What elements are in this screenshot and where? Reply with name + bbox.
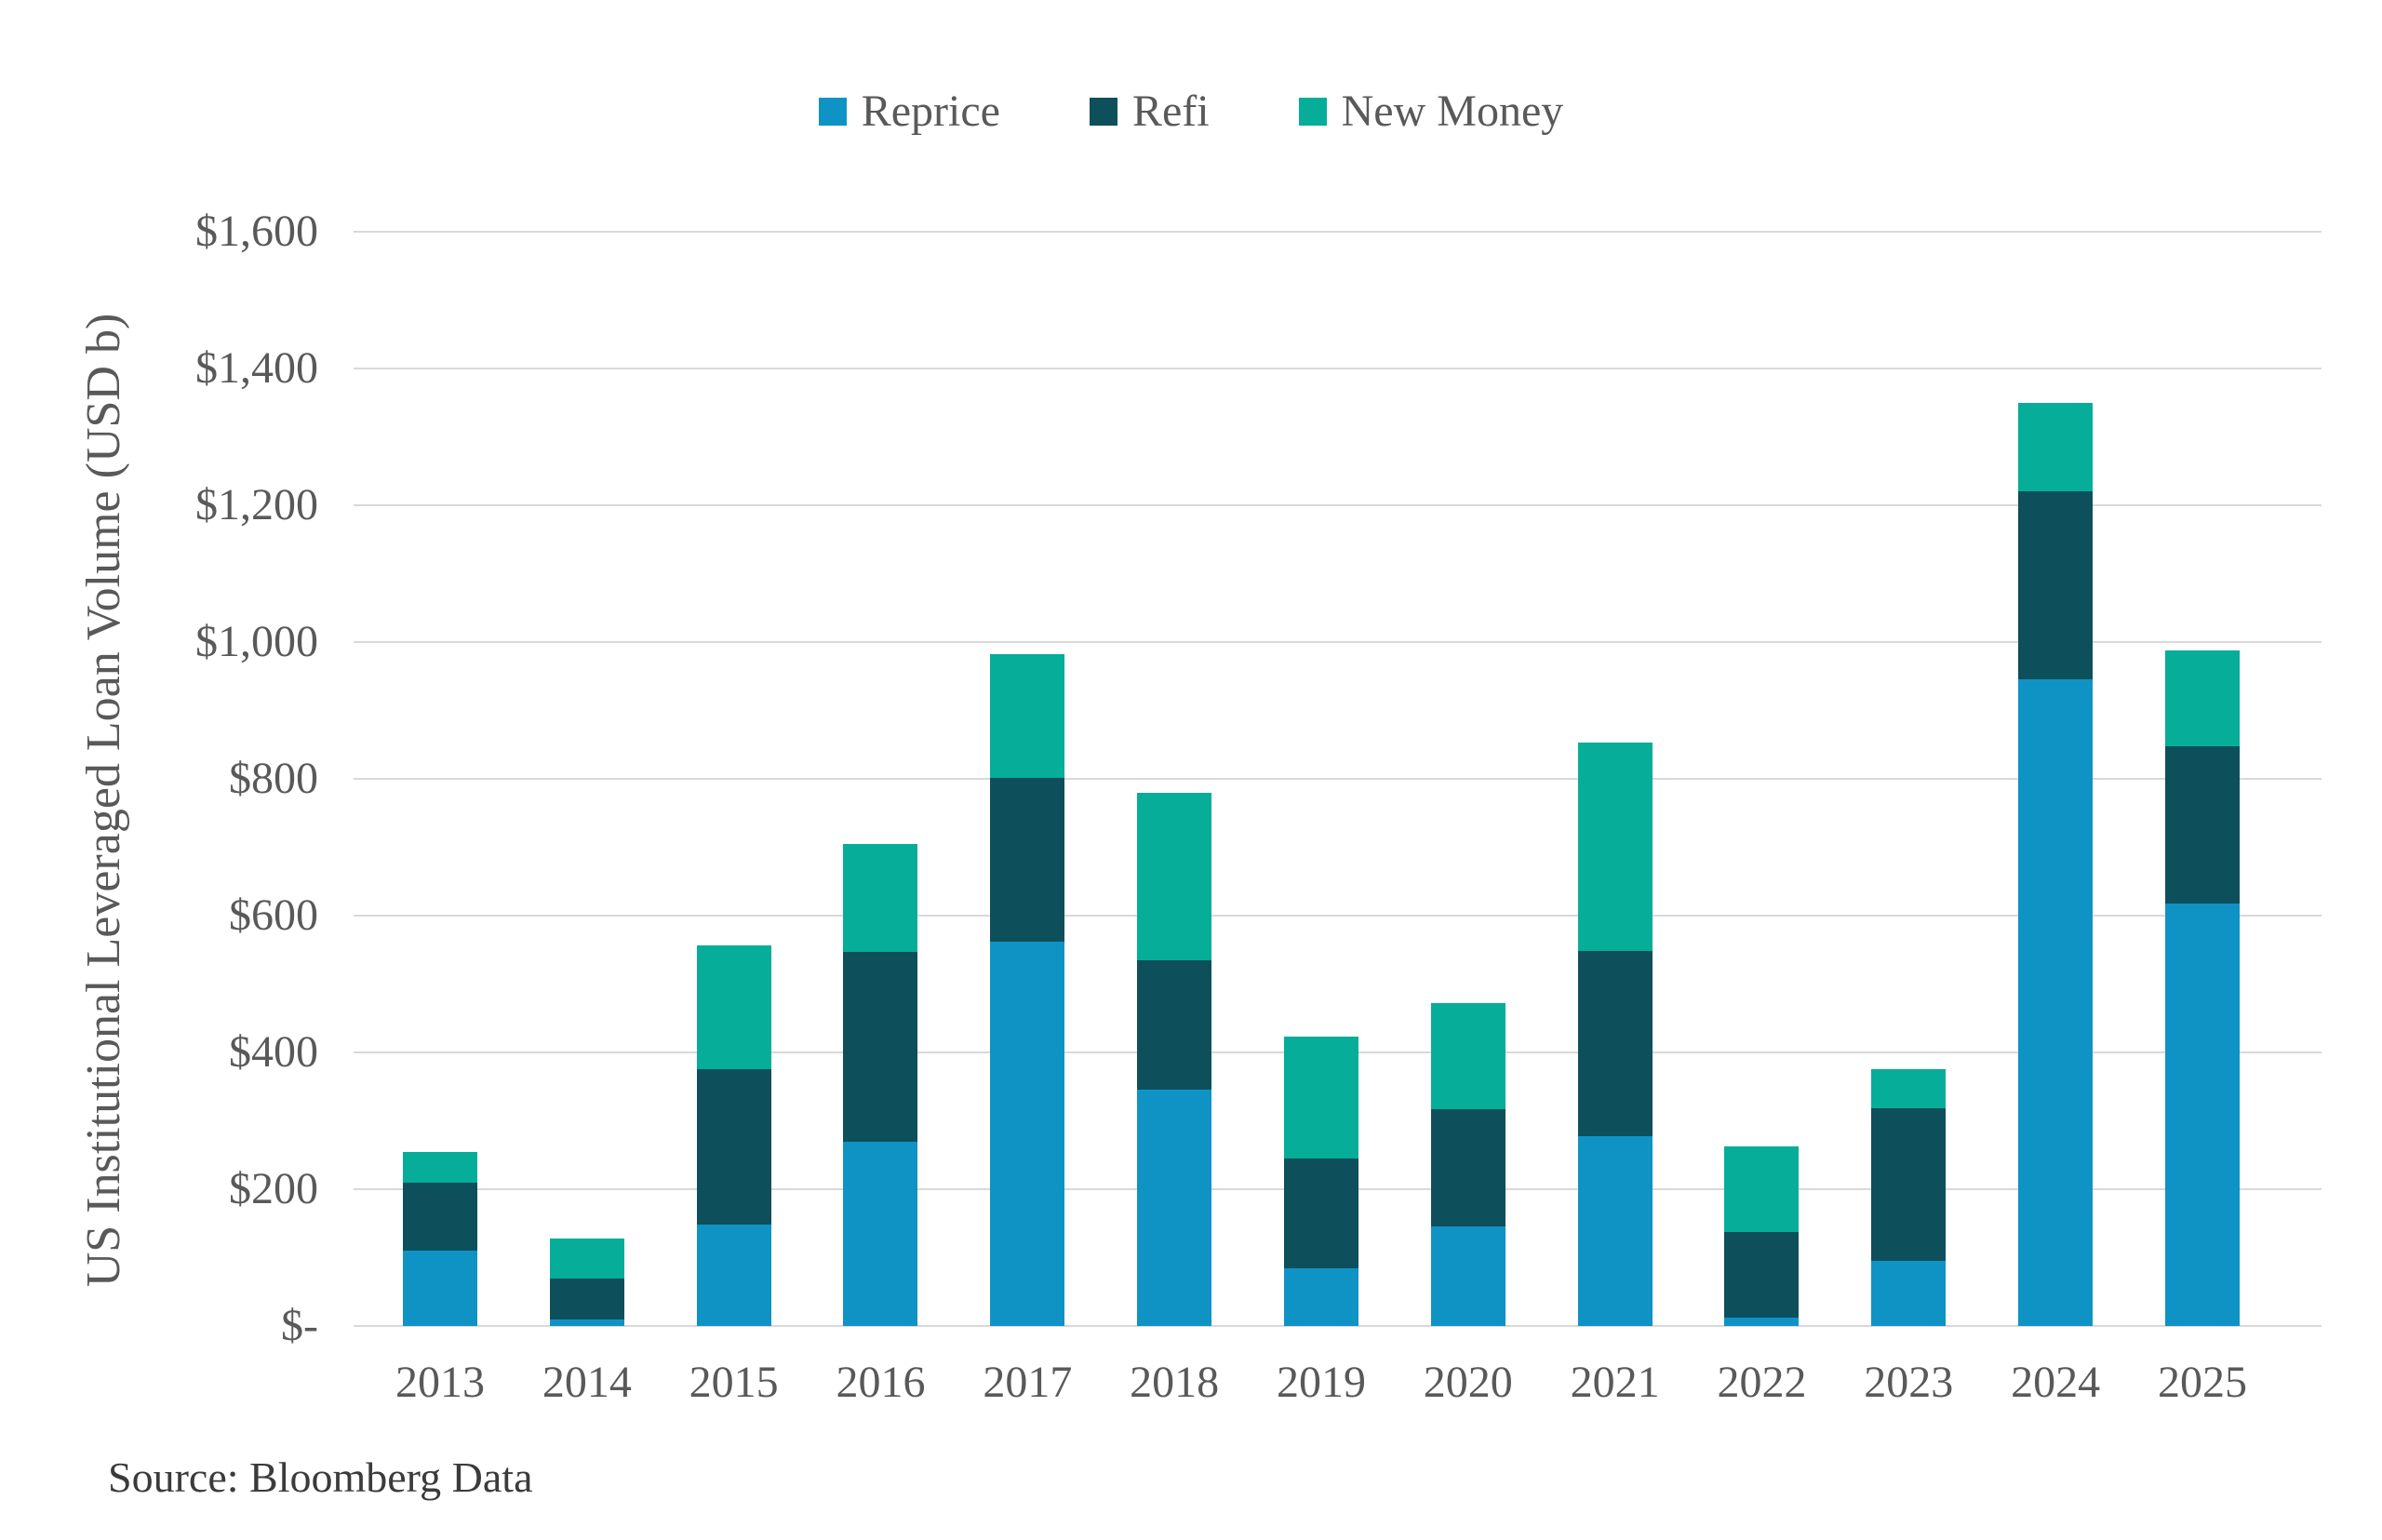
bar-2014-reprice	[549, 1319, 624, 1326]
gridline-800	[354, 778, 2322, 780]
bar-2021-reprice	[1577, 1135, 1653, 1326]
bar-2023-reprice	[1871, 1261, 1947, 1326]
y-tick-label: $200	[229, 1164, 318, 1213]
bar-2017-reprice	[990, 941, 1065, 1326]
x-tick-label: 2013	[395, 1358, 485, 1407]
bar-2020-refi	[1430, 1109, 1505, 1227]
x-tick-label: 2021	[1570, 1358, 1660, 1407]
bar-2022-refi	[1724, 1232, 1800, 1319]
bar-2014-new-money	[549, 1238, 624, 1279]
bar-2018-new-money	[1137, 792, 1212, 960]
x-tick-label: 2025	[2157, 1358, 2247, 1407]
y-tick-label: $1,400	[195, 343, 318, 393]
legend-label: Reprice	[861, 87, 1000, 136]
x-tick-label: 2019	[1276, 1358, 1366, 1407]
bar-2025-new-money	[2164, 649, 2240, 746]
legend-label: Refi	[1131, 87, 1210, 136]
y-tick-label: $1,600	[195, 207, 318, 256]
x-tick-label: 2024	[2011, 1358, 2101, 1407]
bar-2018-reprice	[1137, 1090, 1212, 1326]
bar-2016-reprice	[843, 1141, 918, 1326]
y-tick-label: $800	[229, 754, 318, 803]
bar-2019-new-money	[1283, 1037, 1358, 1158]
gridline-0	[354, 1325, 2322, 1327]
bar-2019-reprice	[1283, 1267, 1358, 1326]
bar-2021-new-money	[1577, 743, 1653, 952]
x-tick-label: 2020	[1423, 1358, 1513, 1407]
source-note: Source: Bloomberg Data	[108, 1453, 533, 1501]
gridline-1600	[354, 231, 2322, 233]
x-tick-label: 2017	[983, 1358, 1073, 1407]
legend-swatch-reprice	[818, 98, 847, 126]
bar-2025-reprice	[2164, 903, 2240, 1326]
y-tick-label: $400	[229, 1027, 318, 1077]
bar-2013-new-money	[403, 1151, 477, 1183]
y-axis-title: US Institutional Leveraged Loan Volume (…	[77, 313, 130, 1288]
bar-2013-refi	[403, 1182, 477, 1252]
x-tick-label: 2015	[689, 1358, 779, 1407]
bar-2022-new-money	[1724, 1146, 1800, 1233]
bar-2023-refi	[1871, 1108, 1947, 1262]
legend-item-new-money: New Money	[1298, 87, 1564, 136]
bar-2019-refi	[1283, 1158, 1358, 1268]
bar-2015-reprice	[696, 1225, 771, 1326]
legend-swatch-refi	[1089, 98, 1117, 126]
gridline-600	[354, 915, 2322, 917]
x-tick-label: 2018	[1130, 1358, 1220, 1407]
bar-2025-refi	[2164, 745, 2240, 904]
bar-2016-new-money	[843, 843, 918, 952]
gridline-1000	[354, 641, 2322, 643]
bar-2017-refi	[990, 777, 1065, 942]
y-tick-label: $-	[281, 1301, 318, 1350]
x-tick-label: 2022	[1717, 1358, 1807, 1407]
bar-2021-refi	[1577, 951, 1653, 1136]
bar-2020-reprice	[1430, 1226, 1505, 1326]
chart-legend: Reprice Refi New Money	[0, 89, 2382, 134]
bar-2024-refi	[2018, 491, 2094, 680]
x-tick-label: 2023	[1864, 1358, 1954, 1407]
bar-2024-new-money	[2018, 402, 2094, 492]
gridline-1200	[354, 504, 2322, 506]
legend-swatch-new-money	[1298, 98, 1327, 126]
y-tick-label: $600	[229, 891, 318, 940]
legend-item-reprice: Reprice	[818, 87, 1000, 136]
bar-2016-refi	[843, 951, 918, 1142]
bar-2015-refi	[696, 1068, 771, 1225]
bar-2017-new-money	[990, 654, 1065, 778]
legend-item-refi: Refi	[1089, 87, 1210, 136]
bar-2014-refi	[549, 1278, 624, 1319]
y-tick-label: $1,000	[195, 617, 318, 666]
legend-label: New Money	[1341, 87, 1564, 136]
x-tick-label: 2016	[836, 1358, 926, 1407]
x-tick-label: 2014	[542, 1358, 632, 1407]
gridline-1400	[354, 368, 2322, 369]
bar-2023-new-money	[1871, 1069, 1947, 1109]
bar-2022-reprice	[1724, 1318, 1800, 1326]
y-tick-label: $1,200	[195, 480, 318, 529]
bar-2015-new-money	[696, 945, 771, 1069]
bar-2024-reprice	[2018, 679, 2094, 1326]
bar-2013-reprice	[403, 1251, 477, 1326]
bar-2020-new-money	[1430, 1003, 1505, 1109]
bar-2018-refi	[1137, 959, 1212, 1091]
